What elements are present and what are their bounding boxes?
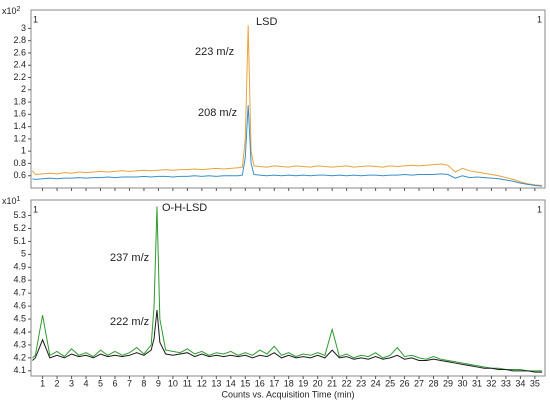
x-tick-label: 1 (40, 378, 45, 388)
y-tick-label: 1.4 (13, 121, 26, 131)
y-tick-label: 1.8 (13, 96, 26, 106)
x-tick-label: 31 (472, 378, 482, 388)
y-tick-label: 2 (21, 84, 26, 94)
x-tick-label: 34 (515, 378, 525, 388)
plot-frame (30, 9, 546, 189)
x-tick-label: 27 (414, 378, 424, 388)
x-tick-label: 3 (69, 378, 74, 388)
x-tick-label: 8 (141, 378, 146, 388)
corner-mark: 1 (537, 204, 542, 214)
y-tick-label: 5.2 (13, 223, 26, 233)
trace-line (32, 206, 543, 372)
x-tick-label: 9 (156, 378, 161, 388)
y-tick-label: 5.1 (13, 236, 26, 246)
trace-annotation: 208 m/z (198, 107, 237, 119)
x-tick-label: 18 (284, 378, 294, 388)
y-tick-label: 2.2 (13, 72, 26, 82)
y-tick-label: 2.6 (13, 47, 26, 57)
trace-annotation: 222 m/z (110, 316, 149, 328)
trace-line (32, 25, 543, 187)
y-tick-label: 1 (21, 146, 26, 156)
compound-annotation: LSD (256, 16, 277, 28)
x-axis-label: Counts vs. Acquisition Time (min) (221, 389, 354, 399)
x-tick-label: 21 (327, 378, 337, 388)
y-tick-label: 2.4 (13, 60, 26, 70)
x-tick-label: 32 (486, 378, 496, 388)
x-tick-label: 26 (400, 378, 410, 388)
trace-annotation: 223 m/z (195, 46, 234, 58)
x-tick-label: 4 (84, 378, 89, 388)
y-tick-label: 3 (21, 23, 26, 33)
y-tick-label: 5 (21, 249, 26, 259)
y-tick-label: 4.3 (13, 339, 26, 349)
scale-exponent: 2 (17, 6, 21, 13)
trace-line (32, 105, 543, 187)
x-tick-label: 35 (530, 378, 540, 388)
x-tick-label: 5 (98, 378, 103, 388)
trace-annotation: 237 m/z (110, 252, 149, 264)
x-tick-label: 19 (298, 378, 308, 388)
x-tick-label: 12 (197, 378, 207, 388)
x-tick-label: 10 (168, 378, 178, 388)
x-tick-label: 20 (313, 378, 323, 388)
y-tick-label: 0.8 (13, 158, 26, 168)
x-tick-label: 17 (269, 378, 279, 388)
y-tick-label: 2.8 (13, 35, 26, 45)
corner-mark: 1 (33, 204, 38, 214)
scale-base: x10 (2, 6, 17, 16)
y-tick-label: 4.6 (13, 300, 26, 310)
y-tick-label: 4.8 (13, 275, 26, 285)
x-tick-label: 7 (127, 378, 132, 388)
x-tick-label: 13 (211, 378, 221, 388)
x-tick-label: 28 (429, 378, 439, 388)
y-scale-label: x102 (2, 6, 21, 17)
y-tick-label: 1.2 (13, 133, 26, 143)
y-scale-label: x101 (2, 196, 21, 207)
x-tick-label: 16 (255, 378, 265, 388)
x-tick-label: 24 (371, 378, 381, 388)
x-tick-label: 11 (183, 378, 192, 388)
y-tick-label: 4.4 (13, 326, 26, 336)
y-tick-label: 5.3 (13, 210, 26, 220)
y-tick-label: 4.7 (13, 288, 26, 298)
x-tick-label: 6 (112, 378, 117, 388)
x-tick-label: 29 (443, 378, 453, 388)
x-tick-label: 33 (501, 378, 511, 388)
trace-line (32, 309, 543, 373)
x-tick-label: 2 (55, 378, 60, 388)
x-tick-label: 30 (457, 378, 467, 388)
compound-annotation: O-H-LSD (162, 202, 207, 214)
y-tick-label: 1.6 (13, 109, 26, 119)
y-tick-label: 0.6 (13, 170, 26, 180)
y-tick-label: 4.9 (13, 262, 26, 272)
y-tick-label: 4.2 (13, 352, 26, 362)
x-tick-label: 15 (240, 378, 250, 388)
corner-mark: 1 (33, 14, 38, 24)
x-tick-label: 22 (342, 378, 352, 388)
x-tick-label: 25 (385, 378, 395, 388)
plot-frame (30, 199, 546, 377)
scale-base: x10 (2, 196, 17, 206)
x-tick-label: 14 (226, 378, 236, 388)
corner-mark: 1 (537, 14, 542, 24)
scale-exponent: 1 (17, 196, 21, 203)
y-tick-label: 4.5 (13, 313, 26, 323)
x-tick-label: 23 (356, 378, 366, 388)
y-tick-label: 4.1 (13, 365, 26, 375)
